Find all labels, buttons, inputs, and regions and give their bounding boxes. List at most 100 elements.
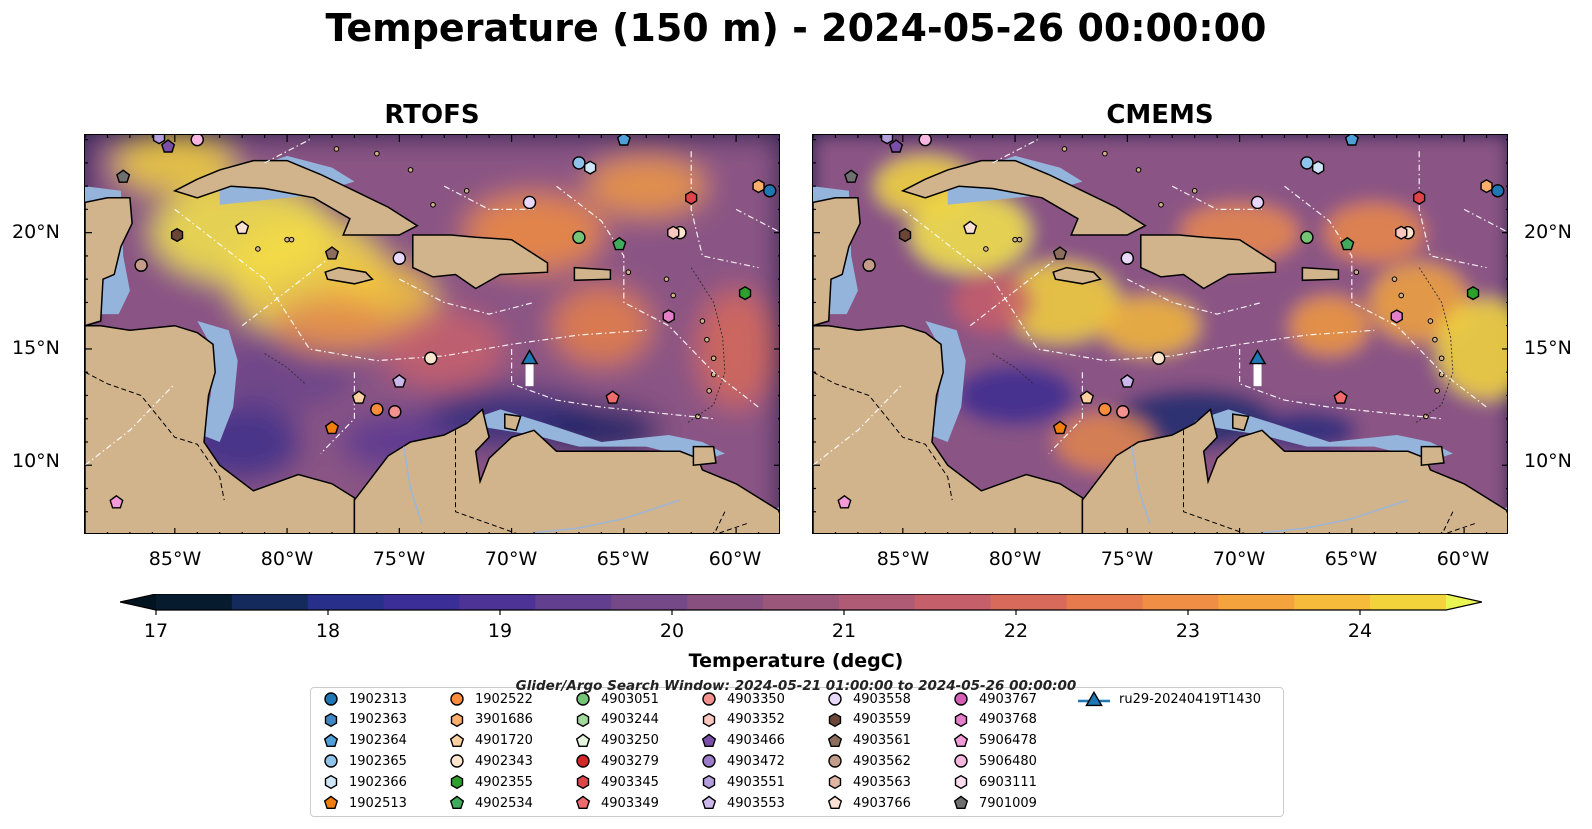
legend-marker (450, 692, 464, 706)
legend-item: 4903559 (825, 711, 911, 729)
legend-item: 4903244 (573, 711, 659, 729)
colorbar-tick-label: 24 (1347, 620, 1373, 642)
legend-label: 4903766 (853, 795, 911, 811)
legend-label: 4901720 (475, 733, 533, 749)
float-marker (1152, 351, 1166, 365)
float-marker (616, 135, 631, 146)
legend-label: 4903563 (853, 774, 911, 790)
lon-label-80w: 80°W (988, 548, 1042, 570)
float-marker (170, 227, 184, 243)
legend-label: 1902364 (349, 733, 407, 749)
colorbar-bin (687, 594, 764, 610)
float-marker (763, 184, 777, 198)
legend-label: 4903551 (727, 774, 785, 790)
legend-marker-icon (323, 733, 339, 747)
legend-marker-icon (954, 775, 968, 790)
lat-label-20n-right: 20°N (1524, 221, 1572, 243)
legend-marker (954, 754, 968, 769)
float-marker (1052, 246, 1068, 260)
legend-marker (575, 733, 591, 747)
colorbar-bin (1218, 594, 1295, 610)
legend-item: ru29-20240419T1430 (1077, 690, 1261, 708)
legend-marker-icon (450, 775, 464, 790)
lon-label-65w: 65°W (596, 548, 650, 570)
float-marker (235, 220, 250, 235)
float-marker (572, 156, 586, 170)
float-marker (572, 230, 586, 245)
legend-label: 5906480 (979, 753, 1037, 769)
legend-label: 4903767 (979, 691, 1037, 707)
float-marker (424, 351, 438, 365)
float-marker (963, 220, 978, 235)
legend-marker (576, 692, 590, 706)
legend-marker-icon (827, 733, 843, 747)
legend-item: 4903551 (699, 773, 785, 791)
float-marker (752, 179, 765, 194)
legend-marker (324, 692, 338, 706)
float-marker (880, 135, 894, 145)
legend-item: 1902513 (321, 794, 407, 812)
float-marker (1052, 420, 1068, 435)
legend-marker-icon (324, 754, 338, 769)
legend-marker (449, 795, 465, 810)
legend-marker-icon (828, 775, 842, 790)
map-canvas (813, 135, 1507, 533)
legend-marker-icon (323, 795, 339, 810)
legend-label: 5906478 (979, 733, 1037, 749)
colorbar-tick-label: 17 (143, 620, 169, 642)
legend-marker-icon (954, 692, 968, 706)
legend-label: 4903244 (601, 712, 659, 728)
colorbar-tick-label: 19 (487, 620, 513, 642)
legend-item: 4903562 (825, 752, 911, 770)
legend-item: 4903349 (573, 794, 659, 812)
legend-marker-icon (828, 712, 842, 727)
colorbar-bin (1294, 594, 1371, 610)
legend-marker-icon (576, 712, 590, 727)
colorbar-extend-high (1446, 594, 1482, 610)
float-marker (844, 169, 859, 183)
float-marker (1300, 156, 1314, 170)
float-marker (392, 374, 407, 388)
legend-label: 4903558 (853, 691, 911, 707)
legend-label: 3901686 (475, 712, 533, 728)
legend-item: 4903250 (573, 732, 659, 750)
legend-label: ru29-20240419T1430 (1119, 691, 1262, 707)
legend-item: 4903768 (951, 711, 1037, 729)
legend-label: 4903250 (601, 733, 659, 749)
legend-marker (450, 775, 464, 790)
legend-marker-icon (702, 692, 716, 706)
legend-marker-icon (701, 733, 717, 747)
legend-label: 4903345 (601, 774, 659, 790)
legend-marker (576, 775, 590, 790)
legend-item: 4903766 (825, 794, 911, 812)
legend-label: 4903466 (727, 733, 785, 749)
float-marker (190, 135, 204, 147)
legend-item: 4902534 (447, 794, 533, 812)
lon-label-65w: 65°W (1324, 548, 1378, 570)
legend-item: 4903558 (825, 690, 911, 708)
legend-marker (953, 733, 969, 747)
legend-label: 6903111 (979, 774, 1037, 790)
float-marker (160, 139, 176, 153)
legend-marker (702, 775, 716, 790)
legend-marker (324, 775, 338, 790)
colorbar-tick-label: 23 (1175, 620, 1201, 642)
lon-label-85w: 85°W (148, 548, 202, 570)
lat-label-15n-left: 15°N (12, 337, 60, 359)
legend-item: 6903111 (951, 773, 1037, 791)
float-marker (134, 258, 148, 272)
legend-label: 1902366 (349, 774, 407, 790)
legend-item: 5906478 (951, 732, 1037, 750)
lon-label-75w: 75°W (1100, 548, 1154, 570)
float-marker (1395, 225, 1408, 240)
legend-label: 4903349 (601, 795, 659, 811)
float-marker (116, 169, 131, 183)
legend-label: 4902534 (475, 795, 533, 811)
float-marker (152, 135, 166, 145)
legend-marker-icon (575, 795, 591, 810)
colorbar-bin (156, 594, 233, 610)
legend-label: 1902365 (349, 753, 407, 769)
float-marker (667, 225, 680, 240)
lat-label-15n-right: 15°N (1524, 337, 1572, 359)
legend-marker-icon (576, 754, 590, 769)
